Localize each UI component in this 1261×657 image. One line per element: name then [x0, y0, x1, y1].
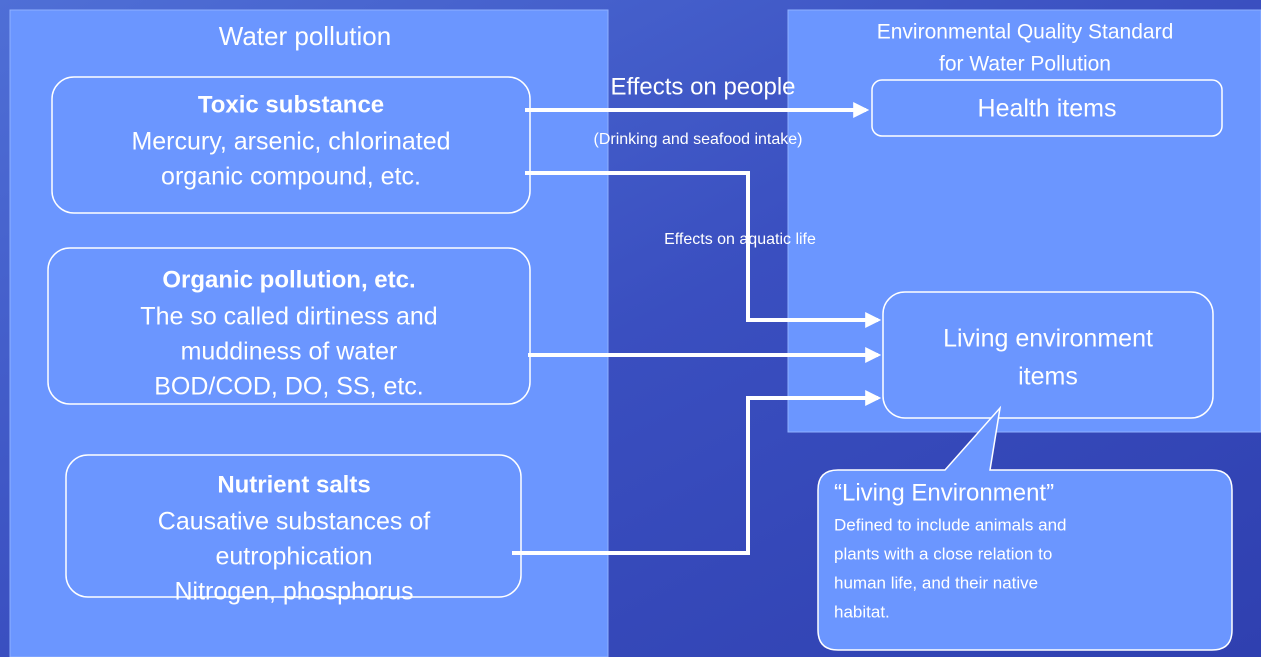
arrow-label: (Drinking and seafood intake): [593, 131, 802, 148]
page: Water pollution Environmental Quality St…: [0, 0, 1261, 657]
source-text: Causative substances of: [158, 508, 430, 536]
target-text: items: [1018, 363, 1078, 391]
arrow-label: Effects on aquatic life: [664, 231, 816, 248]
source-text: Nitrogen, phosphorus: [174, 578, 413, 606]
source-heading: Organic pollution, etc.: [162, 266, 415, 293]
source-text: organic compound, etc.: [161, 163, 421, 191]
source-text: eutrophication: [215, 543, 372, 571]
target-box: [883, 292, 1213, 418]
callout-text: Defined to include animals and: [834, 515, 1066, 534]
target-text: Living environment: [943, 325, 1153, 353]
source-heading: Toxic substance: [198, 91, 384, 118]
source-text: muddiness of water: [181, 338, 398, 366]
panel-title: for Water Pollution: [939, 53, 1111, 76]
source-text: Mercury, arsenic, chlorinated: [131, 128, 450, 156]
callout-text: human life, and their native: [834, 573, 1038, 592]
diagram: Water pollution Environmental Quality St…: [0, 0, 1261, 657]
panel-title: Water pollution: [219, 21, 391, 51]
callout-text: habitat.: [834, 602, 890, 621]
source-text: The so called dirtiness and: [140, 303, 437, 331]
source-text: BOD/COD, DO, SS, etc.: [154, 373, 424, 401]
source-heading: Nutrient salts: [217, 471, 370, 498]
panel-title: Environmental Quality Standard: [877, 21, 1174, 44]
callout-title: “Living Environment”: [834, 479, 1054, 506]
arrow-label: Effects on people: [610, 73, 795, 100]
target-text: Health items: [978, 95, 1117, 123]
callout-text: plants with a close relation to: [834, 544, 1052, 563]
